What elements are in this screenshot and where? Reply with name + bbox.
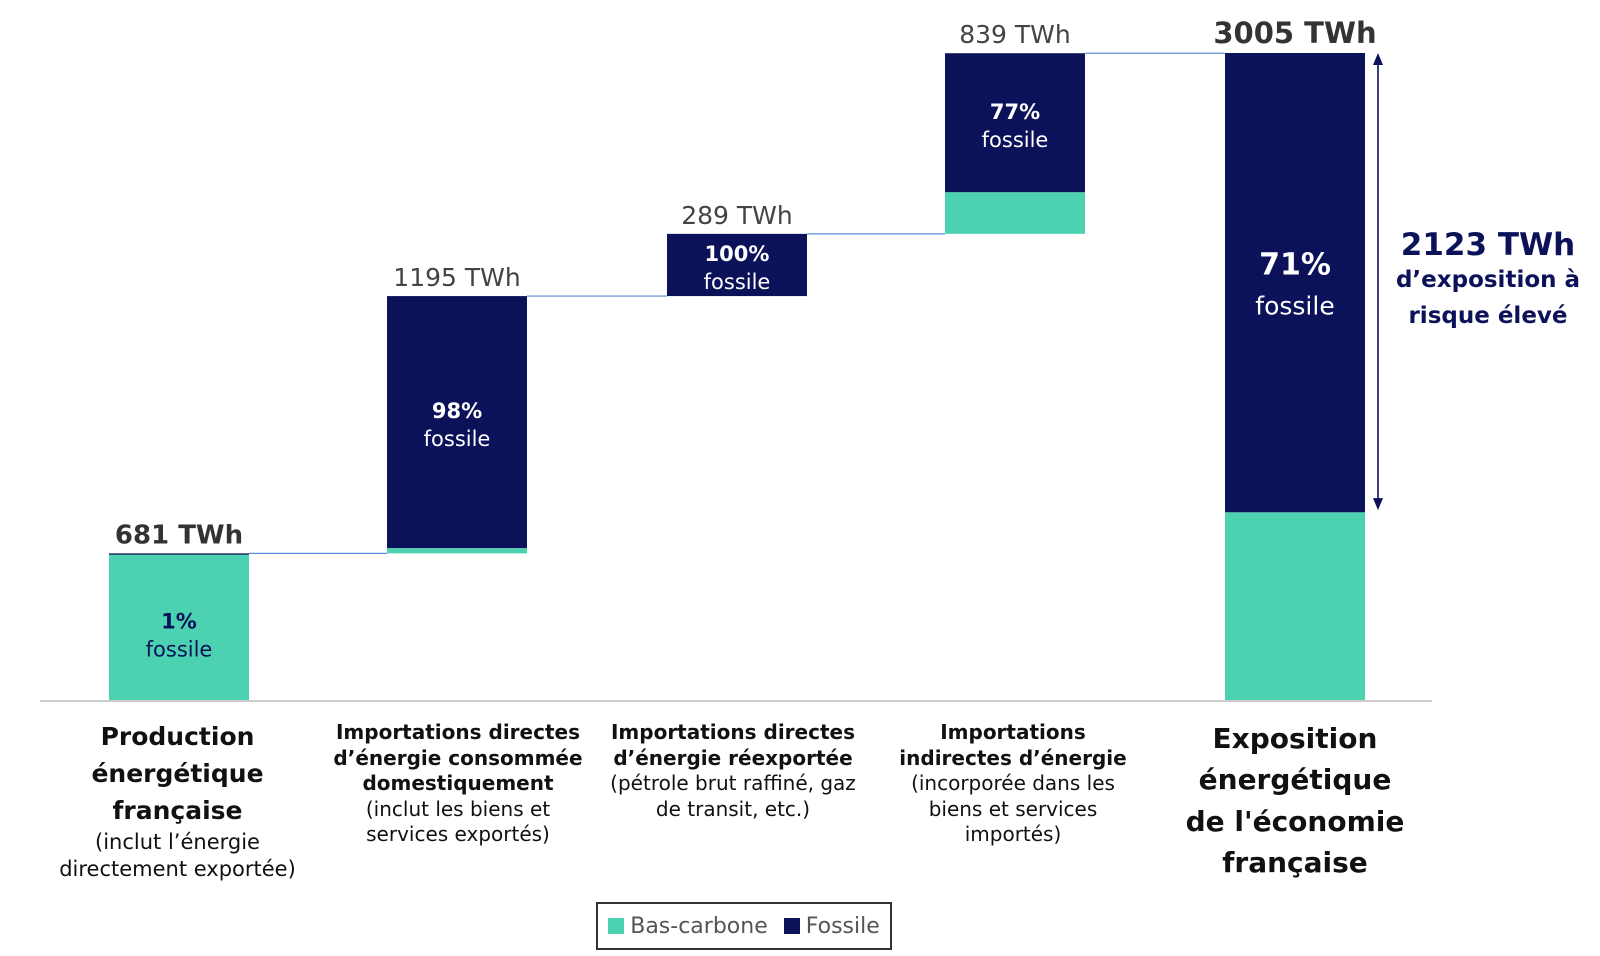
legend: Bas-carbone Fossile [596, 902, 892, 950]
bar-low-carbon-4 [945, 192, 1085, 234]
pct-label-2: 98% [432, 399, 482, 423]
bar-low-carbon-5 [1225, 512, 1365, 700]
category-label-2: Importations directes d’énergie consommé… [333, 720, 583, 847]
bar-fossil-4 [945, 53, 1085, 193]
bar-fossil-5 [1225, 53, 1365, 513]
category-label-3: Importations directes d’énergie réexport… [610, 720, 856, 821]
category-label-4: Importations indirectes d’énergie (incor… [899, 720, 1127, 847]
exposure-value: 2123 TWh [1400, 227, 1576, 263]
pct-word-3: fossile [704, 270, 771, 294]
bar-low-carbon-1 [109, 554, 249, 700]
bar-fossil-3 [667, 233, 807, 297]
pct-label-3: 100% [705, 242, 770, 266]
pct-label-4: 77% [990, 100, 1040, 124]
legend-label-low-carbon: Bas-carbone [630, 913, 768, 939]
category-label-1: Production énergétique française (inclut… [59, 722, 296, 881]
exposure-text-1: d’exposition à [1395, 267, 1581, 293]
pct-label-1: 1% [161, 610, 197, 634]
legend-swatch-fossil [783, 918, 800, 934]
value-label-4: 839 TWh [959, 20, 1071, 49]
exposure-annotation: 2123 TWh d’exposition à risque élevé [1388, 227, 1588, 334]
legend-label-fossil: Fossile [805, 913, 880, 939]
bar-fossil-2 [387, 296, 527, 549]
pct-word-1: fossile [146, 638, 213, 662]
exposure-arrow-head-bottom [1373, 498, 1383, 511]
legend-item-low-carbon: Bas-carbone [608, 914, 768, 939]
pct-word-2: fossile [424, 427, 491, 451]
pct-label-5: 71% [1259, 248, 1331, 283]
category-label-5: Exposition énergétique de l'économie fra… [1185, 722, 1405, 880]
value-label-5: 3005 TWh [1213, 16, 1376, 50]
legend-swatch-low-carbon [608, 918, 625, 934]
bar-fossil-1 [109, 553, 249, 555]
pct-word-5: fossile [1255, 292, 1334, 321]
bar-low-carbon-2 [387, 548, 527, 554]
value-label-3: 289 TWh [681, 201, 793, 230]
exposure-arrow-head-top [1373, 53, 1383, 65]
value-label-2: 1195 TWh [393, 263, 520, 292]
exposure-text-2: risque élevé [1408, 302, 1568, 329]
legend-item-fossil: Fossile [783, 913, 880, 939]
pct-word-4: fossile [982, 128, 1049, 152]
value-label-1: 681 TWh [115, 520, 243, 550]
